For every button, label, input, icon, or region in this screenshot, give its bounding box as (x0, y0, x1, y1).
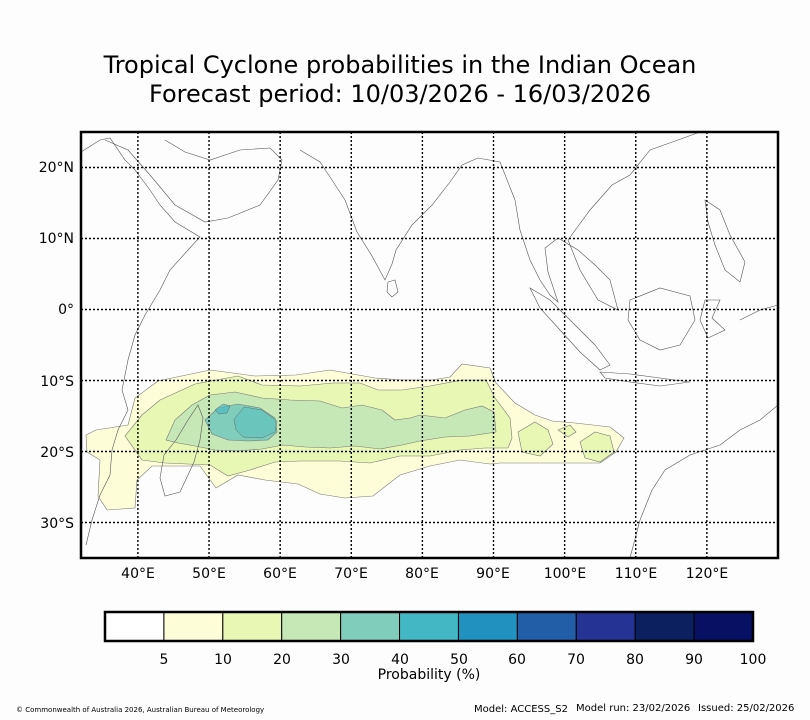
colorbar-swatch (399, 611, 459, 642)
lon-label-110e: 110°E (615, 566, 658, 582)
colorbar-tick: 10 (214, 652, 232, 668)
lat-label-20n: 20°N (39, 160, 74, 176)
colorbar-tick: 70 (567, 652, 585, 668)
model-run-date: Model run: 23/02/2026 (576, 703, 691, 714)
lon-label-50e: 50°E (192, 566, 226, 582)
colorbar-tick: 80 (626, 652, 644, 668)
borneo-coast (627, 287, 696, 351)
colorbar-swatch (340, 611, 401, 642)
colorbar (104, 611, 754, 642)
colorbar-swatch (104, 611, 165, 642)
colorbar-tick: 5 (160, 652, 169, 668)
lat-label-0: 0° (58, 302, 74, 318)
colorbar-tick: 20 (273, 652, 291, 668)
madagascar-coast (159, 404, 204, 497)
sulawesi-coast (699, 299, 726, 339)
colorbar-swatch (575, 611, 636, 642)
prob-contour-40 (214, 403, 278, 439)
india-coast (299, 149, 479, 281)
colorbar-label: Probability (%) (378, 667, 481, 683)
coastlines (81, 132, 778, 558)
colorbar-tick: 50 (450, 652, 468, 668)
lat-label-20s: 20°S (40, 445, 74, 461)
lat-label-10s: 10°S (40, 374, 74, 390)
colorbar-swatch (693, 611, 754, 642)
copyright-text: © Commonwealth of Australia 2026, Austra… (16, 706, 265, 714)
map-frame (79, 130, 780, 560)
australia-coast (629, 404, 778, 558)
lon-label-40e: 40°E (121, 566, 155, 582)
arabia-coast (104, 139, 283, 223)
graticule (81, 132, 778, 558)
lon-label-120e: 120°E (686, 566, 729, 582)
colorbar-tick: 30 (332, 652, 350, 668)
colorbar-tick: 40 (391, 652, 409, 668)
lat-label-10n: 10°N (39, 231, 74, 247)
colorbar-swatch (163, 611, 224, 642)
colorbar-tick: 100 (740, 652, 767, 668)
forecast-period: Forecast period: 10/03/2026 - 16/03/2026 (149, 80, 651, 108)
lat-label-30s: 30°S (40, 516, 74, 532)
lon-label-80e: 80°E (405, 566, 439, 582)
colorbar-swatch (281, 611, 342, 642)
issued-date: Issued: 25/02/2026 (698, 703, 795, 714)
colorbar-swatch (516, 611, 577, 642)
colorbar-swatch (457, 611, 518, 642)
lon-label-60e: 60°E (263, 566, 297, 582)
africa-coast (81, 137, 201, 546)
lon-label-100e: 100°E (544, 566, 587, 582)
model-name: Model: ACCESS_S2 (474, 704, 568, 715)
colorbar-tick: 90 (685, 652, 703, 668)
map-area (81, 132, 778, 558)
colorbar-frame (103, 610, 755, 643)
philippines-coast (704, 199, 746, 283)
newguinea-coast (739, 304, 778, 321)
colorbar-swatch (634, 611, 695, 642)
colorbar-tick: 60 (508, 652, 526, 668)
lon-label-90e: 90°E (476, 566, 510, 582)
java-coast (599, 371, 691, 387)
colorbar-swatch (222, 611, 283, 642)
se-asia-coast (477, 132, 701, 311)
sumatra-coast (529, 287, 611, 371)
srilanka-coast (386, 279, 399, 298)
lon-label-70e: 70°E (334, 566, 368, 582)
map-title: Tropical Cyclone probabilities in the In… (103, 51, 697, 79)
